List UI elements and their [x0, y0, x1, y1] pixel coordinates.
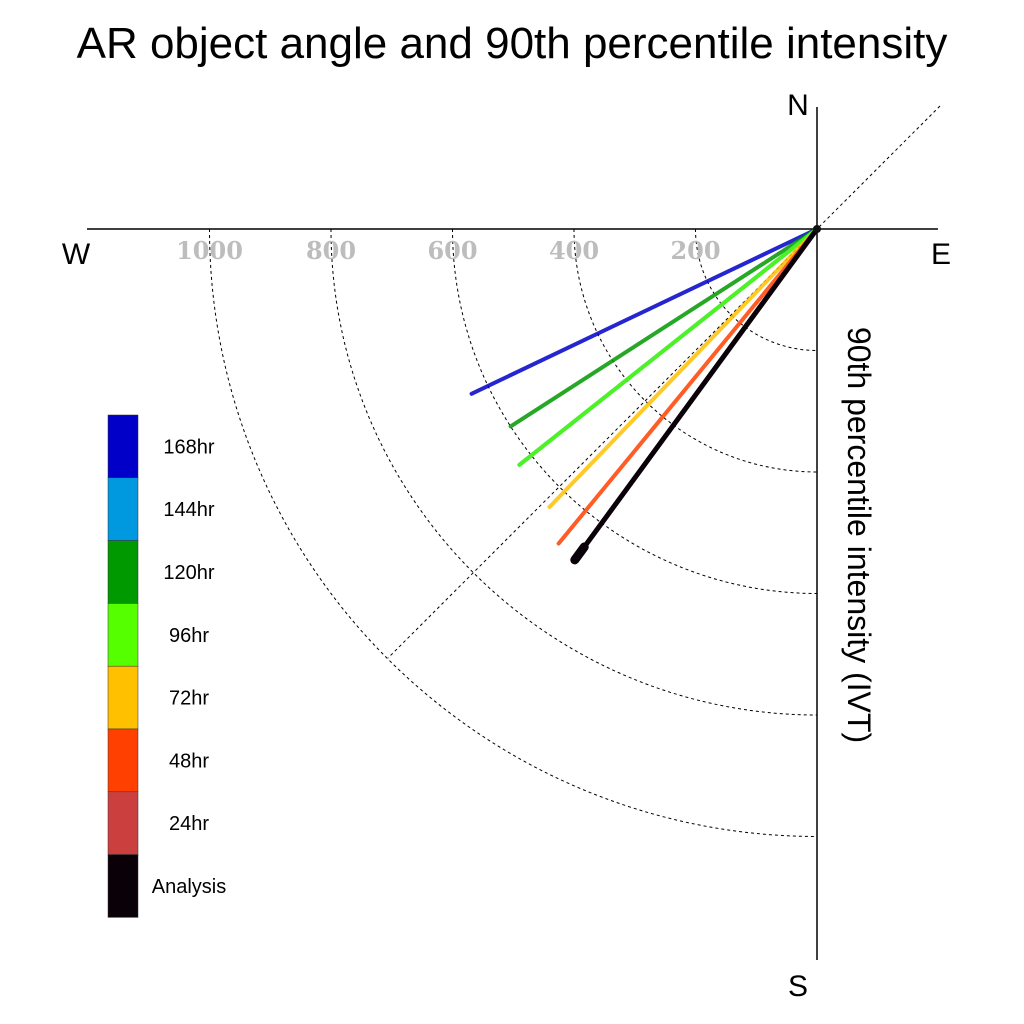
legend-swatch — [107, 603, 139, 667]
legend-label: 48hr — [169, 750, 209, 772]
radial-axis-title: 90th percentile intensity (IVT) — [841, 327, 877, 743]
series-line-48hr — [556, 227, 819, 546]
chart-title: AR object angle and 90th percentile inte… — [77, 19, 948, 68]
legend-swatch — [107, 540, 139, 604]
compass-east-label: E — [931, 238, 951, 271]
series-line-72hr — [547, 227, 819, 509]
diagonal-reference-line — [387, 105, 941, 659]
series-lines — [469, 225, 821, 565]
radial-tick-labels: 200 400 600 800 1000 — [176, 236, 720, 265]
series-line-analysis — [572, 226, 820, 563]
series-endpoint-analysis — [570, 542, 589, 565]
compass-west-label: W — [62, 238, 91, 271]
compass-north-label: N — [787, 89, 809, 122]
grid-arc-800 — [330, 228, 818, 716]
legend-label: 72hr — [169, 688, 209, 710]
legend-label: 24hr — [169, 813, 209, 835]
legend-label: Analysis — [152, 876, 226, 898]
radial-tick-label: 400 — [549, 236, 599, 265]
series-line-96hr — [517, 227, 819, 467]
legend-swatch — [107, 477, 139, 541]
legend-swatch — [107, 728, 139, 793]
radial-tick-label: 1000 — [176, 236, 243, 265]
origin-dot — [813, 225, 821, 233]
legend-label: 168hr — [163, 436, 214, 458]
compass-south-label: S — [788, 970, 808, 1003]
legend: 168hr 144hr 120hr 96hr 72hr 48hr 24hr Analysis — [107, 414, 226, 918]
legend-label: 144hr — [163, 499, 214, 521]
radial-tick-label: 200 — [670, 236, 720, 265]
legend-swatch — [107, 414, 139, 479]
grid-arc-600 — [452, 228, 818, 594]
legend-swatch — [107, 854, 139, 918]
radial-tick-label: 600 — [427, 236, 477, 265]
grid-arc-400 — [573, 228, 818, 473]
legend-swatch — [107, 665, 139, 730]
radial-grid — [209, 228, 818, 837]
grid-arc-1000 — [209, 228, 818, 837]
legend-label: 96hr — [169, 625, 209, 647]
legend-swatch — [107, 791, 139, 855]
radial-tick-label: 800 — [306, 236, 356, 265]
grid-arc-200 — [695, 228, 818, 351]
legend-label: 120hr — [163, 562, 214, 584]
series-line-168hr — [469, 227, 819, 396]
series-line-120hr — [508, 227, 819, 429]
